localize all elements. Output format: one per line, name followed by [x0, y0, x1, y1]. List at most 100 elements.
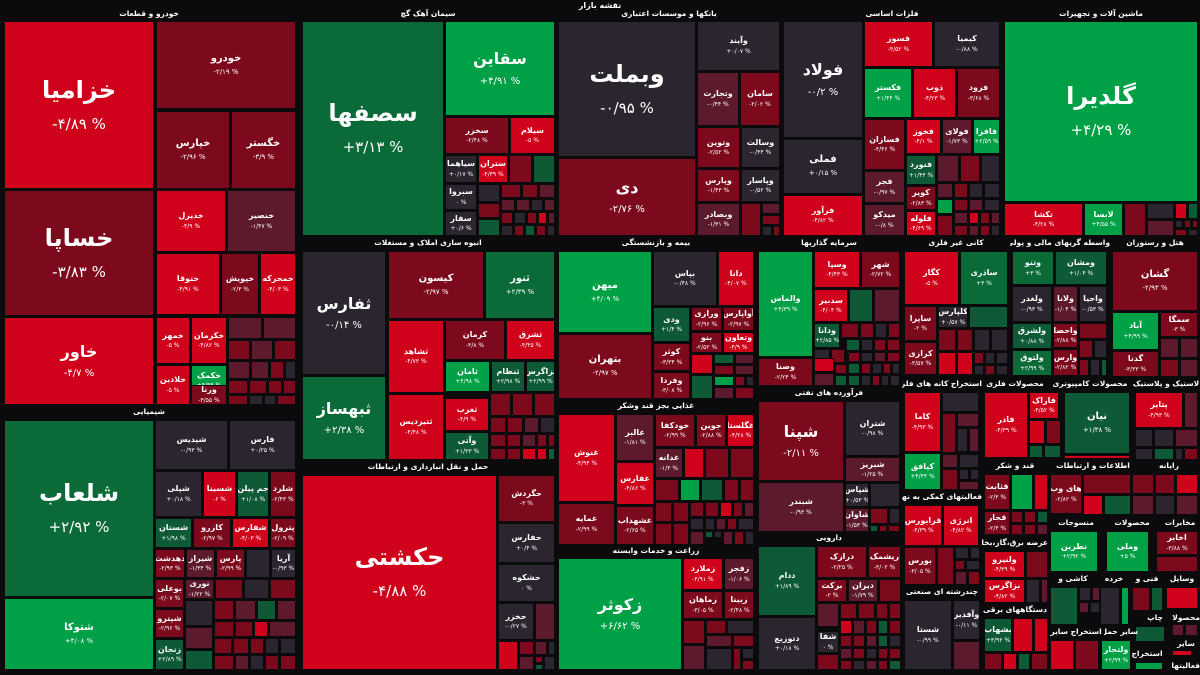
stock-tile[interactable]: ولتوق +۲/۹۹ %	[1012, 350, 1052, 376]
stock-tile[interactable]: آباد +۴/۹۹ %	[1112, 312, 1159, 350]
stock-tile-small[interactable]	[878, 660, 888, 670]
stock-tile[interactable]: غگلستا -۴/۲۸ %	[727, 414, 754, 447]
stock-tile-small[interactable]	[509, 155, 532, 183]
stock-tile-small[interactable]	[714, 531, 722, 538]
stock-tile[interactable]: بشهاب +۳/۹۲ %	[984, 618, 1012, 652]
stock-tile-small[interactable]	[991, 225, 1000, 236]
stock-tile-small[interactable]	[269, 621, 296, 637]
stock-tile-small[interactable]	[883, 363, 891, 374]
stock-tile-small[interactable]	[762, 203, 780, 214]
stock-tile-small[interactable]	[942, 469, 958, 490]
stock-tile[interactable]: ولشرق +۰/۸۸ %	[1012, 323, 1052, 349]
stock-tile-small[interactable]	[533, 155, 555, 183]
stock-tile-small[interactable]	[214, 621, 234, 637]
stock-tile-small[interactable]	[1188, 203, 1198, 219]
stock-tile[interactable]: ذوب -۴/۲۳ %	[913, 68, 956, 118]
stock-tile-small[interactable]	[889, 648, 901, 659]
stock-tile[interactable]: ودانا +۲/۸۵ %	[814, 323, 840, 348]
stock-tile[interactable]: وفردا -۳/۰۸ %	[653, 372, 690, 399]
stock-tile[interactable]: واحصا -۲/۸۸ %	[1053, 323, 1078, 348]
stock-tile[interactable]: شبندر -۰/۹۳ %	[758, 482, 844, 532]
stock-tile[interactable]: فرآور -۴/۸۲ %	[783, 195, 863, 236]
stock-tile-small[interactable]	[705, 502, 719, 517]
stock-tile[interactable]: فلوله -۴/۶۹ %	[906, 211, 936, 236]
stock-tile-small[interactable]	[1180, 359, 1198, 377]
stock-tile[interactable]: فنورد +۱/۴۴ %	[906, 155, 936, 185]
stock-tile-small[interactable]	[937, 215, 953, 236]
stock-tile-small[interactable]	[548, 641, 555, 655]
stock-tile[interactable]: حخزر -۰/۲۷ %	[498, 603, 534, 640]
stock-tile-small[interactable]	[535, 664, 543, 670]
stock-tile-small[interactable]	[1175, 220, 1183, 228]
stock-tile[interactable]: شسینا -۶ %	[203, 471, 236, 517]
stock-tile-small[interactable]	[889, 603, 901, 619]
stock-tile-small[interactable]	[831, 349, 845, 363]
stock-tile-small[interactable]	[955, 560, 965, 570]
stock-tile-small[interactable]	[519, 656, 534, 670]
stock-tile-small[interactable]	[1175, 203, 1187, 219]
stock-tile[interactable]: کرازی -۳/۵۷ %	[904, 342, 937, 375]
stock-tile-small[interactable]	[498, 641, 518, 670]
stock-tile-small[interactable]	[235, 621, 253, 637]
stock-tile-small[interactable]	[538, 212, 547, 224]
stock-tile[interactable]: زبینا -۲/۴۸ %	[724, 591, 754, 619]
stock-tile-small[interactable]	[537, 448, 547, 460]
stock-tile-small[interactable]	[866, 635, 877, 647]
stock-tile-small[interactable]	[969, 183, 983, 198]
stock-tile-small[interactable]	[974, 365, 984, 375]
stock-tile-small[interactable]	[1100, 587, 1120, 625]
stock-tile-small[interactable]	[1013, 618, 1033, 652]
stock-tile-small[interactable]	[969, 306, 1008, 328]
stock-tile-small[interactable]	[1034, 618, 1048, 652]
stock-tile-small[interactable]	[1079, 602, 1089, 613]
stock-tile-small[interactable]	[534, 393, 555, 416]
stock-tile-small[interactable]	[733, 648, 741, 670]
stock-tile-small[interactable]	[548, 212, 555, 224]
stock-tile[interactable]: دانا -۴/۰۷ %	[718, 251, 754, 306]
stock-tile-small[interactable]	[1188, 229, 1198, 236]
stock-tile-small[interactable]	[848, 363, 860, 374]
stock-tile-small[interactable]	[540, 417, 555, 433]
stock-tile-small[interactable]	[735, 365, 754, 375]
stock-tile[interactable]: خزامیا -۴/۸۹ %	[4, 21, 154, 189]
stock-tile-small[interactable]	[249, 380, 267, 394]
stock-tile-small[interactable]	[866, 620, 877, 634]
stock-tile[interactable]: پتایر -۴/۹۳ %	[1135, 392, 1183, 428]
stock-tile[interactable]: غشهداب -۲/۶۵ %	[616, 506, 654, 545]
stock-tile-small[interactable]	[1121, 587, 1129, 625]
stock-tile-small[interactable]	[955, 547, 969, 559]
stock-tile-small[interactable]	[996, 352, 1008, 364]
stock-tile[interactable]: ثتیردیس -۴/۴۸ %	[388, 394, 444, 460]
stock-tile-small[interactable]	[879, 579, 901, 602]
stock-tile[interactable]: قجار -۲/۳ %	[984, 511, 1010, 535]
stock-tile-small[interactable]	[881, 375, 889, 386]
stock-tile[interactable]: فاذر -۴/۳۹ %	[984, 392, 1028, 458]
stock-tile-small[interactable]	[714, 387, 734, 399]
stock-tile-small[interactable]	[714, 354, 734, 364]
stock-tile-small[interactable]	[841, 323, 859, 338]
stock-tile-small[interactable]	[512, 393, 533, 416]
stock-tile[interactable]: گلدیرا +۴/۲۹ %	[1004, 21, 1198, 202]
stock-tile-small[interactable]	[1079, 323, 1107, 339]
stock-tile[interactable]: فسوز -۴/۵۲ %	[864, 21, 933, 67]
stock-tile-small[interactable]	[870, 508, 888, 524]
stock-tile[interactable]: تکشا -۴/۲۸ %	[1004, 203, 1083, 236]
stock-tile-small[interactable]	[814, 373, 834, 386]
stock-tile-small[interactable]	[892, 363, 900, 374]
stock-tile-small[interactable]	[522, 184, 538, 198]
stock-tile[interactable]: خپارس -۲/۹۶ %	[156, 111, 230, 189]
stock-tile-small[interactable]	[547, 225, 555, 236]
stock-tile[interactable]: حشکوه ۰ %	[498, 564, 555, 602]
stock-tile-small[interactable]	[985, 365, 995, 375]
stock-tile[interactable]: کازرو -۲/۹۷ %	[193, 518, 231, 548]
stock-tile-small[interactable]	[1160, 359, 1179, 377]
stock-tile[interactable]: شپاس +۰/۵۳ %	[845, 483, 869, 507]
stock-tile-small[interactable]	[938, 352, 956, 375]
stock-tile[interactable]: پترول -۲/۰۹ %	[270, 518, 296, 548]
stock-tile-small[interactable]	[969, 428, 979, 452]
stock-tile-small[interactable]	[522, 434, 536, 447]
stock-tile-small[interactable]	[1079, 340, 1093, 358]
stock-tile-small[interactable]	[548, 434, 555, 447]
stock-tile-small[interactable]	[969, 199, 983, 211]
stock-tile-small[interactable]	[957, 329, 973, 351]
